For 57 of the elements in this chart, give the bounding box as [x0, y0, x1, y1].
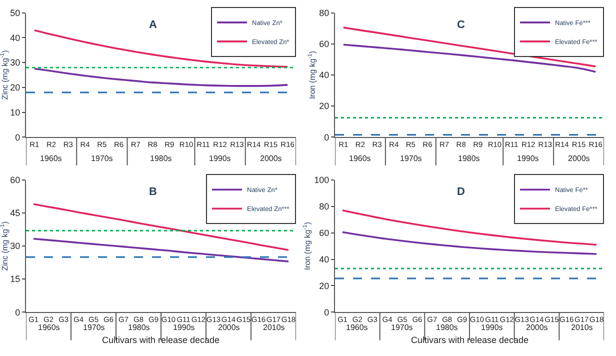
line-series: [342, 44, 596, 73]
text: A: [149, 19, 157, 31]
y-tick-label: 60: [319, 228, 330, 238]
line-series: [32, 203, 290, 251]
y-tick-label: 20: [10, 82, 20, 93]
y-tick-label: 10: [10, 107, 20, 118]
y-tick-label: 45: [10, 208, 20, 218]
y-tick-label: 30: [10, 58, 20, 68]
text: 1960s: [40, 154, 62, 163]
y-tick-label: 50: [10, 8, 20, 18]
y-tick-label: 30: [10, 241, 20, 252]
text: 1960s: [349, 154, 371, 163]
y-tick-label: 60: [10, 175, 20, 186]
text: B: [149, 186, 157, 198]
line-series: [32, 238, 290, 262]
text: 1980s: [150, 154, 172, 163]
text: 1970s: [91, 154, 113, 163]
y-tick-label: 20: [319, 280, 330, 291]
text: 1970s: [400, 154, 422, 163]
text: 1970s: [391, 323, 413, 332]
text: 1990s: [173, 323, 195, 332]
line-series: [34, 68, 288, 87]
text: 1980s: [458, 154, 480, 163]
y-tick-label: 20: [319, 101, 330, 112]
text: 1980s: [436, 323, 458, 332]
text: 1970s: [83, 323, 105, 332]
y-tick-label: 0: [15, 307, 20, 318]
text: C: [457, 19, 465, 31]
y-tick-label: 15: [10, 274, 20, 284]
line-series: [34, 29, 288, 68]
text: 2010s: [571, 323, 593, 332]
x-axis-title: Cultivars with release decade: [411, 335, 529, 345]
line-series: [342, 26, 596, 68]
y-tick-label: 80: [319, 202, 330, 212]
y-tick-label: 0: [324, 132, 330, 142]
y-tick-label: 60: [319, 39, 330, 50]
text: 1960s: [38, 323, 60, 332]
text: 1980s: [128, 323, 150, 332]
y-tick-label: 40: [10, 32, 20, 43]
text: 2000s: [260, 154, 282, 163]
text: 1990s: [481, 323, 503, 332]
text: 2010s: [263, 323, 285, 332]
y-tick-label: 80: [319, 8, 330, 18]
text: 1990s: [209, 154, 231, 163]
y-tick-label: 0: [15, 132, 20, 142]
text: D: [457, 186, 465, 198]
y-tick-label: 0: [324, 307, 330, 318]
text: 2000s: [218, 323, 240, 332]
text: 2000s: [568, 154, 590, 163]
text: 2000s: [526, 323, 548, 332]
text: 1960s: [346, 323, 368, 332]
x-axis-title: Cultivars with release decade: [102, 335, 220, 345]
y-tick-label: 40: [319, 70, 330, 80]
y-tick-label: 100: [314, 175, 330, 186]
text: 1990s: [517, 154, 539, 163]
line-series: [342, 231, 598, 255]
y-tick-label: 40: [319, 254, 330, 264]
